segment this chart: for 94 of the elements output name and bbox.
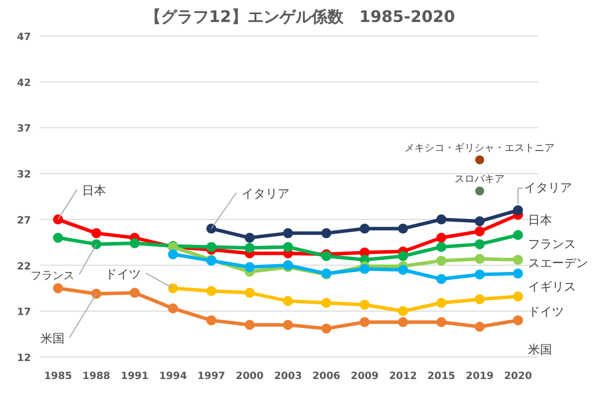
point (474, 254, 485, 264)
point (321, 228, 332, 238)
point (206, 224, 216, 234)
point (244, 232, 255, 243)
point (398, 251, 408, 262)
point (168, 283, 178, 294)
point (244, 320, 255, 330)
point (360, 317, 370, 328)
point (283, 296, 293, 306)
point (360, 300, 370, 310)
point (474, 322, 485, 332)
point (321, 298, 332, 308)
point (513, 205, 523, 216)
point (513, 268, 523, 279)
series-label: イギリス (528, 280, 576, 294)
x-tick-label: 1997 (197, 371, 226, 382)
x-tick-label: 2000 (236, 371, 264, 382)
point (283, 320, 293, 330)
point (475, 186, 484, 196)
y-tick-label: 47 (17, 32, 31, 43)
x-tick-label: 2003 (274, 371, 302, 382)
point (474, 226, 485, 236)
annotation: イタリア (241, 186, 290, 201)
point (436, 317, 446, 328)
point (475, 155, 484, 164)
point (91, 239, 102, 250)
x-tick-label: 1994 (159, 371, 187, 382)
point (168, 249, 178, 260)
y-tick-label: 37 (17, 124, 31, 135)
x-tick-label: 1991 (120, 371, 149, 382)
series-label: 米国 (528, 342, 552, 356)
point (91, 288, 102, 299)
point (436, 214, 446, 224)
y-tick-label: 42 (17, 78, 31, 89)
y-tick-label: 27 (17, 215, 31, 226)
point (283, 228, 293, 238)
point (53, 283, 63, 294)
point (130, 238, 140, 248)
x-tick-label: 2006 (312, 371, 340, 382)
annotation: 日本 (82, 183, 106, 198)
point (168, 303, 178, 314)
series-label: スロバキア (454, 174, 505, 185)
point (398, 317, 408, 328)
series-label: メキシコ・ギリシャ・エストニア (404, 142, 555, 154)
point (360, 264, 370, 274)
point (283, 242, 293, 252)
point (360, 224, 370, 234)
point (436, 274, 446, 284)
point (513, 291, 523, 302)
annotation: ドイツ (105, 267, 141, 282)
x-tick-label: 2012 (389, 371, 417, 382)
x-tick-label: 2015 (427, 371, 456, 382)
point (206, 315, 216, 326)
chart-title: 【グラフ12】エンゲル係数 1985-2020 (145, 7, 455, 26)
series-label: ドイツ (528, 304, 564, 318)
y-tick-label: 32 (17, 170, 31, 181)
point (474, 269, 485, 280)
point (398, 306, 408, 316)
series-label: イタリア (524, 180, 572, 194)
point (474, 294, 485, 304)
point (436, 298, 446, 308)
point (244, 262, 255, 272)
x-tick-label: 2020 (504, 371, 532, 382)
point (91, 228, 102, 238)
series-label: 日本 (528, 212, 552, 227)
point (513, 230, 523, 240)
point (244, 288, 255, 298)
y-tick-label: 12 (17, 353, 31, 364)
point (206, 242, 216, 252)
x-tick-label: 2009 (350, 371, 379, 382)
point (436, 256, 446, 266)
point (474, 239, 485, 250)
y-tick-label: 22 (17, 261, 31, 272)
point (398, 264, 408, 275)
point (321, 324, 332, 334)
point (244, 242, 255, 253)
point (53, 214, 63, 224)
y-tick-label: 17 (17, 307, 31, 318)
point (513, 254, 523, 265)
point (436, 242, 446, 252)
x-tick-label: 1985 (44, 371, 72, 382)
point (474, 216, 485, 226)
x-tick-label: 2019 (466, 371, 494, 382)
series-label: スエーデン (528, 256, 588, 270)
point (206, 286, 216, 296)
point (53, 232, 63, 243)
point (436, 232, 446, 243)
annotation: フランス (30, 269, 74, 282)
annotation: 米国 (40, 332, 64, 346)
point (513, 315, 523, 326)
series-label: フランス (528, 237, 576, 252)
point (130, 288, 140, 298)
point (398, 224, 408, 234)
x-tick-label: 1988 (82, 371, 110, 382)
